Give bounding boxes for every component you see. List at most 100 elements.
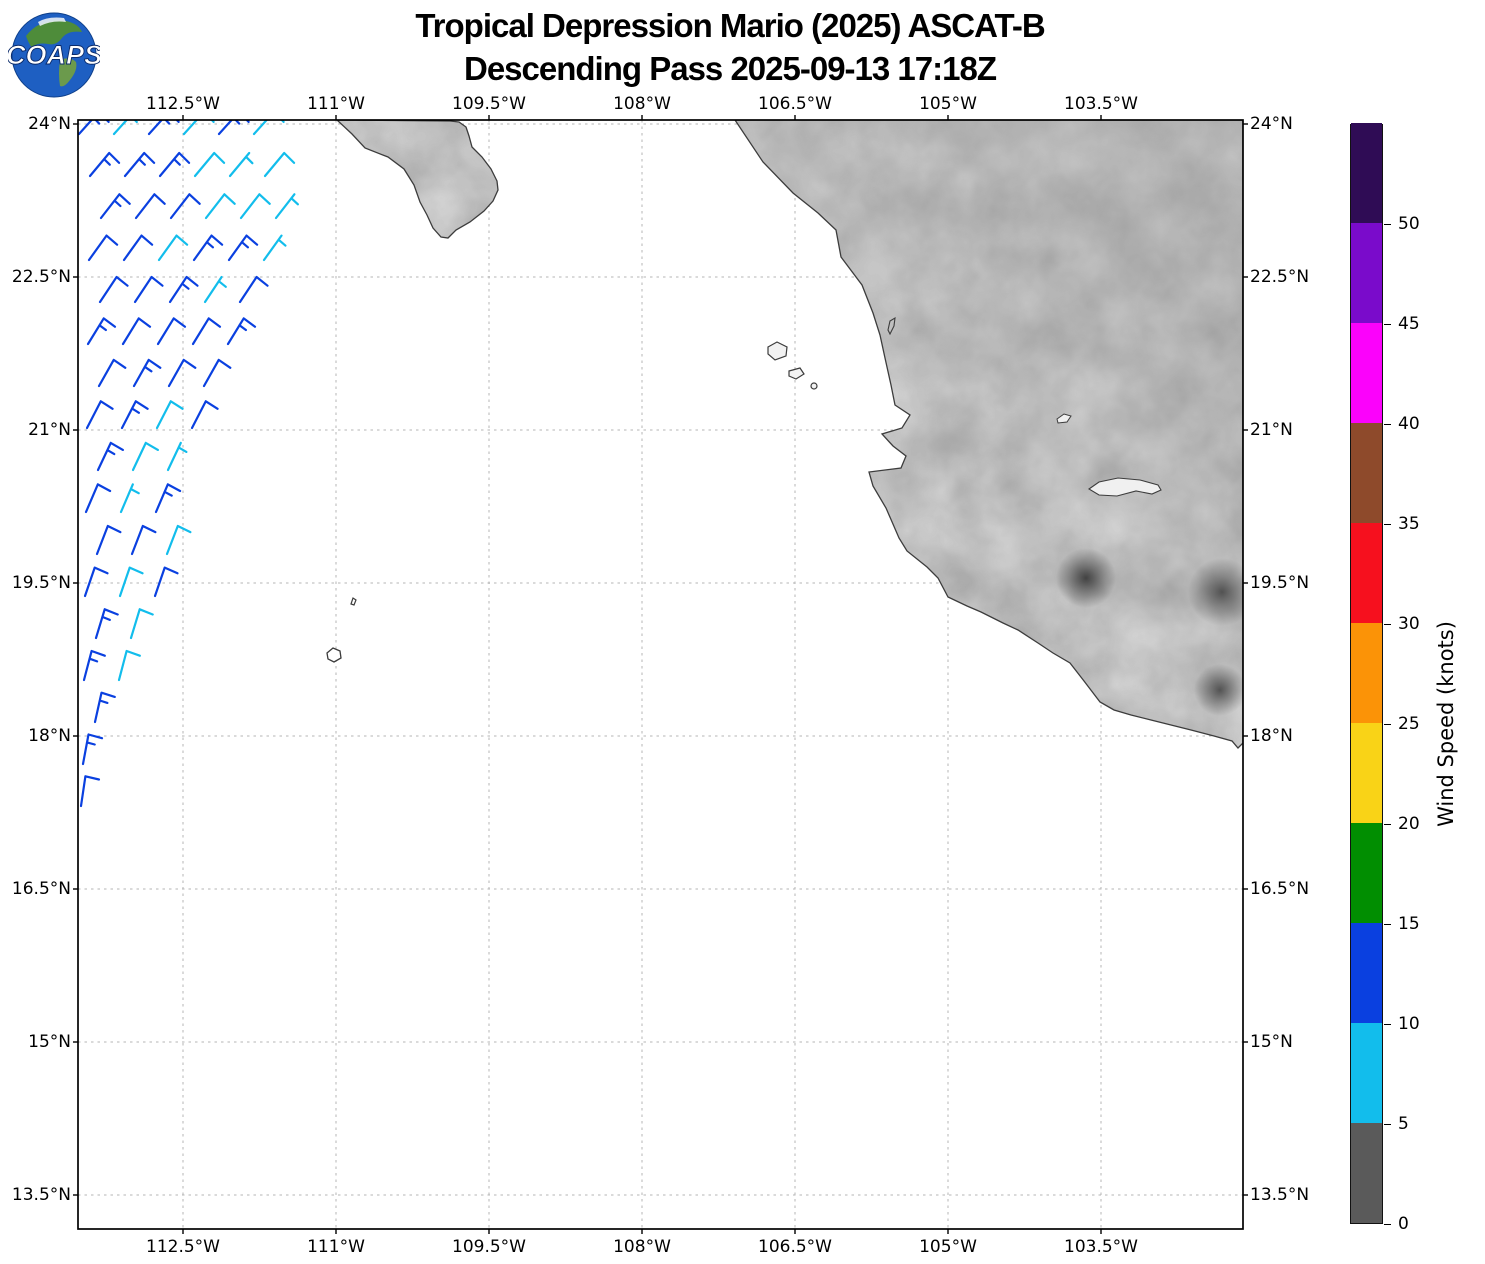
colorbar-tick-label: 45 bbox=[1398, 314, 1420, 334]
colorbar bbox=[1350, 123, 1383, 1224]
lat-tick-label-right: 21°N bbox=[1250, 420, 1293, 440]
colorbar-tick-label: 30 bbox=[1398, 614, 1420, 634]
round-islet bbox=[326, 647, 342, 663]
wind-barb bbox=[119, 483, 140, 514]
wind-barb bbox=[130, 524, 157, 556]
wind-barb bbox=[83, 566, 109, 598]
wind-barb bbox=[192, 234, 224, 262]
colorbar-tick-label: 15 bbox=[1398, 914, 1420, 934]
wind-barb bbox=[147, 120, 180, 136]
wind-barb bbox=[132, 358, 162, 388]
lon-tick-label-bottom: 111°W bbox=[307, 1237, 365, 1257]
wind-barb bbox=[88, 151, 121, 178]
islas-marias-3 bbox=[810, 382, 818, 390]
lon-tick-label-top: 109.5°W bbox=[452, 94, 526, 114]
colorbar-segment-10-15 bbox=[1351, 923, 1382, 1023]
coastal-hook bbox=[887, 316, 896, 336]
dark-peak-1 bbox=[1056, 548, 1116, 608]
lat-tick-label-right: 22.5°N bbox=[1250, 267, 1310, 287]
colorbar-segment-25-30 bbox=[1351, 623, 1382, 723]
lon-tick-label-bottom: 112.5°W bbox=[146, 1237, 220, 1257]
coaps-logo: COAPS bbox=[6, 8, 102, 100]
colorbar-segment-45-50 bbox=[1351, 223, 1382, 323]
wind-barb bbox=[191, 317, 222, 346]
colorbar-tick-label: 25 bbox=[1398, 714, 1420, 734]
axis-tick-marks bbox=[73, 115, 1248, 1234]
wind-barb bbox=[168, 275, 199, 304]
lon-tick-label-top: 105°W bbox=[919, 94, 977, 114]
wind-barb bbox=[204, 193, 236, 220]
wind-barb bbox=[82, 649, 106, 682]
lon-tick-label-top: 106.5°W bbox=[758, 94, 832, 114]
lat-tick-label-left: 18°N bbox=[28, 726, 71, 746]
wind-barb bbox=[112, 120, 138, 136]
dark-peak-2 bbox=[1188, 558, 1243, 626]
colorbar-label: Wind Speed (knots) bbox=[1434, 621, 1458, 827]
wind-barb bbox=[165, 524, 192, 556]
baja-coastline bbox=[336, 120, 499, 239]
lon-tick-label-bottom: 103.5°W bbox=[1064, 1237, 1138, 1257]
wind-barb bbox=[227, 234, 259, 262]
wind-barb bbox=[182, 120, 215, 136]
wind-barb bbox=[157, 234, 189, 262]
wind-barb bbox=[87, 234, 119, 262]
wind-barb bbox=[158, 151, 191, 178]
wind-barb bbox=[121, 317, 152, 346]
lat-tick-label-left: 16.5°N bbox=[11, 879, 71, 899]
wind-barb bbox=[202, 358, 232, 388]
plot-title: Tropical Depression Mario (2025) ASCAT-B… bbox=[78, 4, 1382, 90]
colorbar-segment-15-20 bbox=[1351, 823, 1382, 923]
colorbar-segment-30-35 bbox=[1351, 523, 1382, 623]
wind-barb bbox=[84, 483, 112, 514]
lat-tick-label-left: 15°N bbox=[28, 1032, 71, 1052]
wind-barb bbox=[81, 733, 104, 766]
wind-barb bbox=[154, 483, 182, 514]
wind-barb bbox=[94, 608, 119, 640]
colorbar-segment-5-10 bbox=[1351, 1023, 1382, 1123]
colorbar-tick bbox=[1384, 824, 1391, 825]
colorbar-tick bbox=[1384, 424, 1391, 425]
wind-barb bbox=[118, 566, 144, 598]
wind-barb bbox=[120, 400, 149, 430]
lat-tick-label-right: 15°N bbox=[1250, 1032, 1293, 1052]
globe-icecap bbox=[38, 17, 66, 26]
lon-tick-label-bottom: 108°W bbox=[613, 1237, 671, 1257]
wind-barb bbox=[86, 317, 117, 346]
wind-barb bbox=[95, 524, 122, 556]
wind-barb bbox=[167, 358, 197, 388]
wind-barb bbox=[217, 120, 250, 136]
wind-barb bbox=[93, 691, 116, 724]
wind-barb bbox=[203, 275, 227, 304]
lat-tick-label-right: 13.5°N bbox=[1250, 1185, 1310, 1205]
wind-barb bbox=[153, 566, 179, 598]
colorbar-tick bbox=[1384, 1124, 1391, 1125]
wind-barb bbox=[78, 120, 110, 136]
wind-barb bbox=[85, 400, 114, 430]
wind-barb bbox=[131, 441, 159, 472]
wind-barb bbox=[129, 608, 154, 640]
wind-barb bbox=[96, 441, 124, 472]
lat-tick-label-right: 18°N bbox=[1250, 726, 1293, 746]
wind-barbs-layer bbox=[78, 120, 299, 808]
wind-barb bbox=[155, 400, 184, 430]
lon-tick-label-bottom: 105°W bbox=[919, 1237, 977, 1257]
wind-barb bbox=[122, 234, 154, 262]
wind-barb bbox=[228, 151, 254, 178]
colorbar-tick bbox=[1384, 324, 1391, 325]
colorbar-tick-label: 20 bbox=[1398, 814, 1420, 834]
wind-barb bbox=[117, 649, 141, 682]
lat-tick-label-left: 24°N bbox=[28, 114, 71, 134]
colorbar-segment->50 bbox=[1351, 123, 1382, 223]
wind-barb bbox=[133, 275, 164, 304]
globe-south-america bbox=[59, 58, 77, 87]
lon-tick-label-top: 111°W bbox=[307, 94, 365, 114]
map-border bbox=[77, 119, 1244, 1230]
colorbar-tick-label: 5 bbox=[1398, 1114, 1409, 1134]
wind-barb bbox=[98, 275, 129, 304]
small-lake bbox=[1056, 413, 1072, 424]
lat-tick-label-left: 22.5°N bbox=[11, 267, 71, 287]
lon-tick-label-top: 108°W bbox=[613, 94, 671, 114]
wind-barb bbox=[169, 193, 201, 220]
